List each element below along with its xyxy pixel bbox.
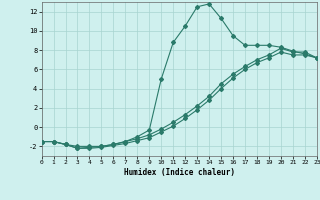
X-axis label: Humidex (Indice chaleur): Humidex (Indice chaleur) bbox=[124, 168, 235, 177]
